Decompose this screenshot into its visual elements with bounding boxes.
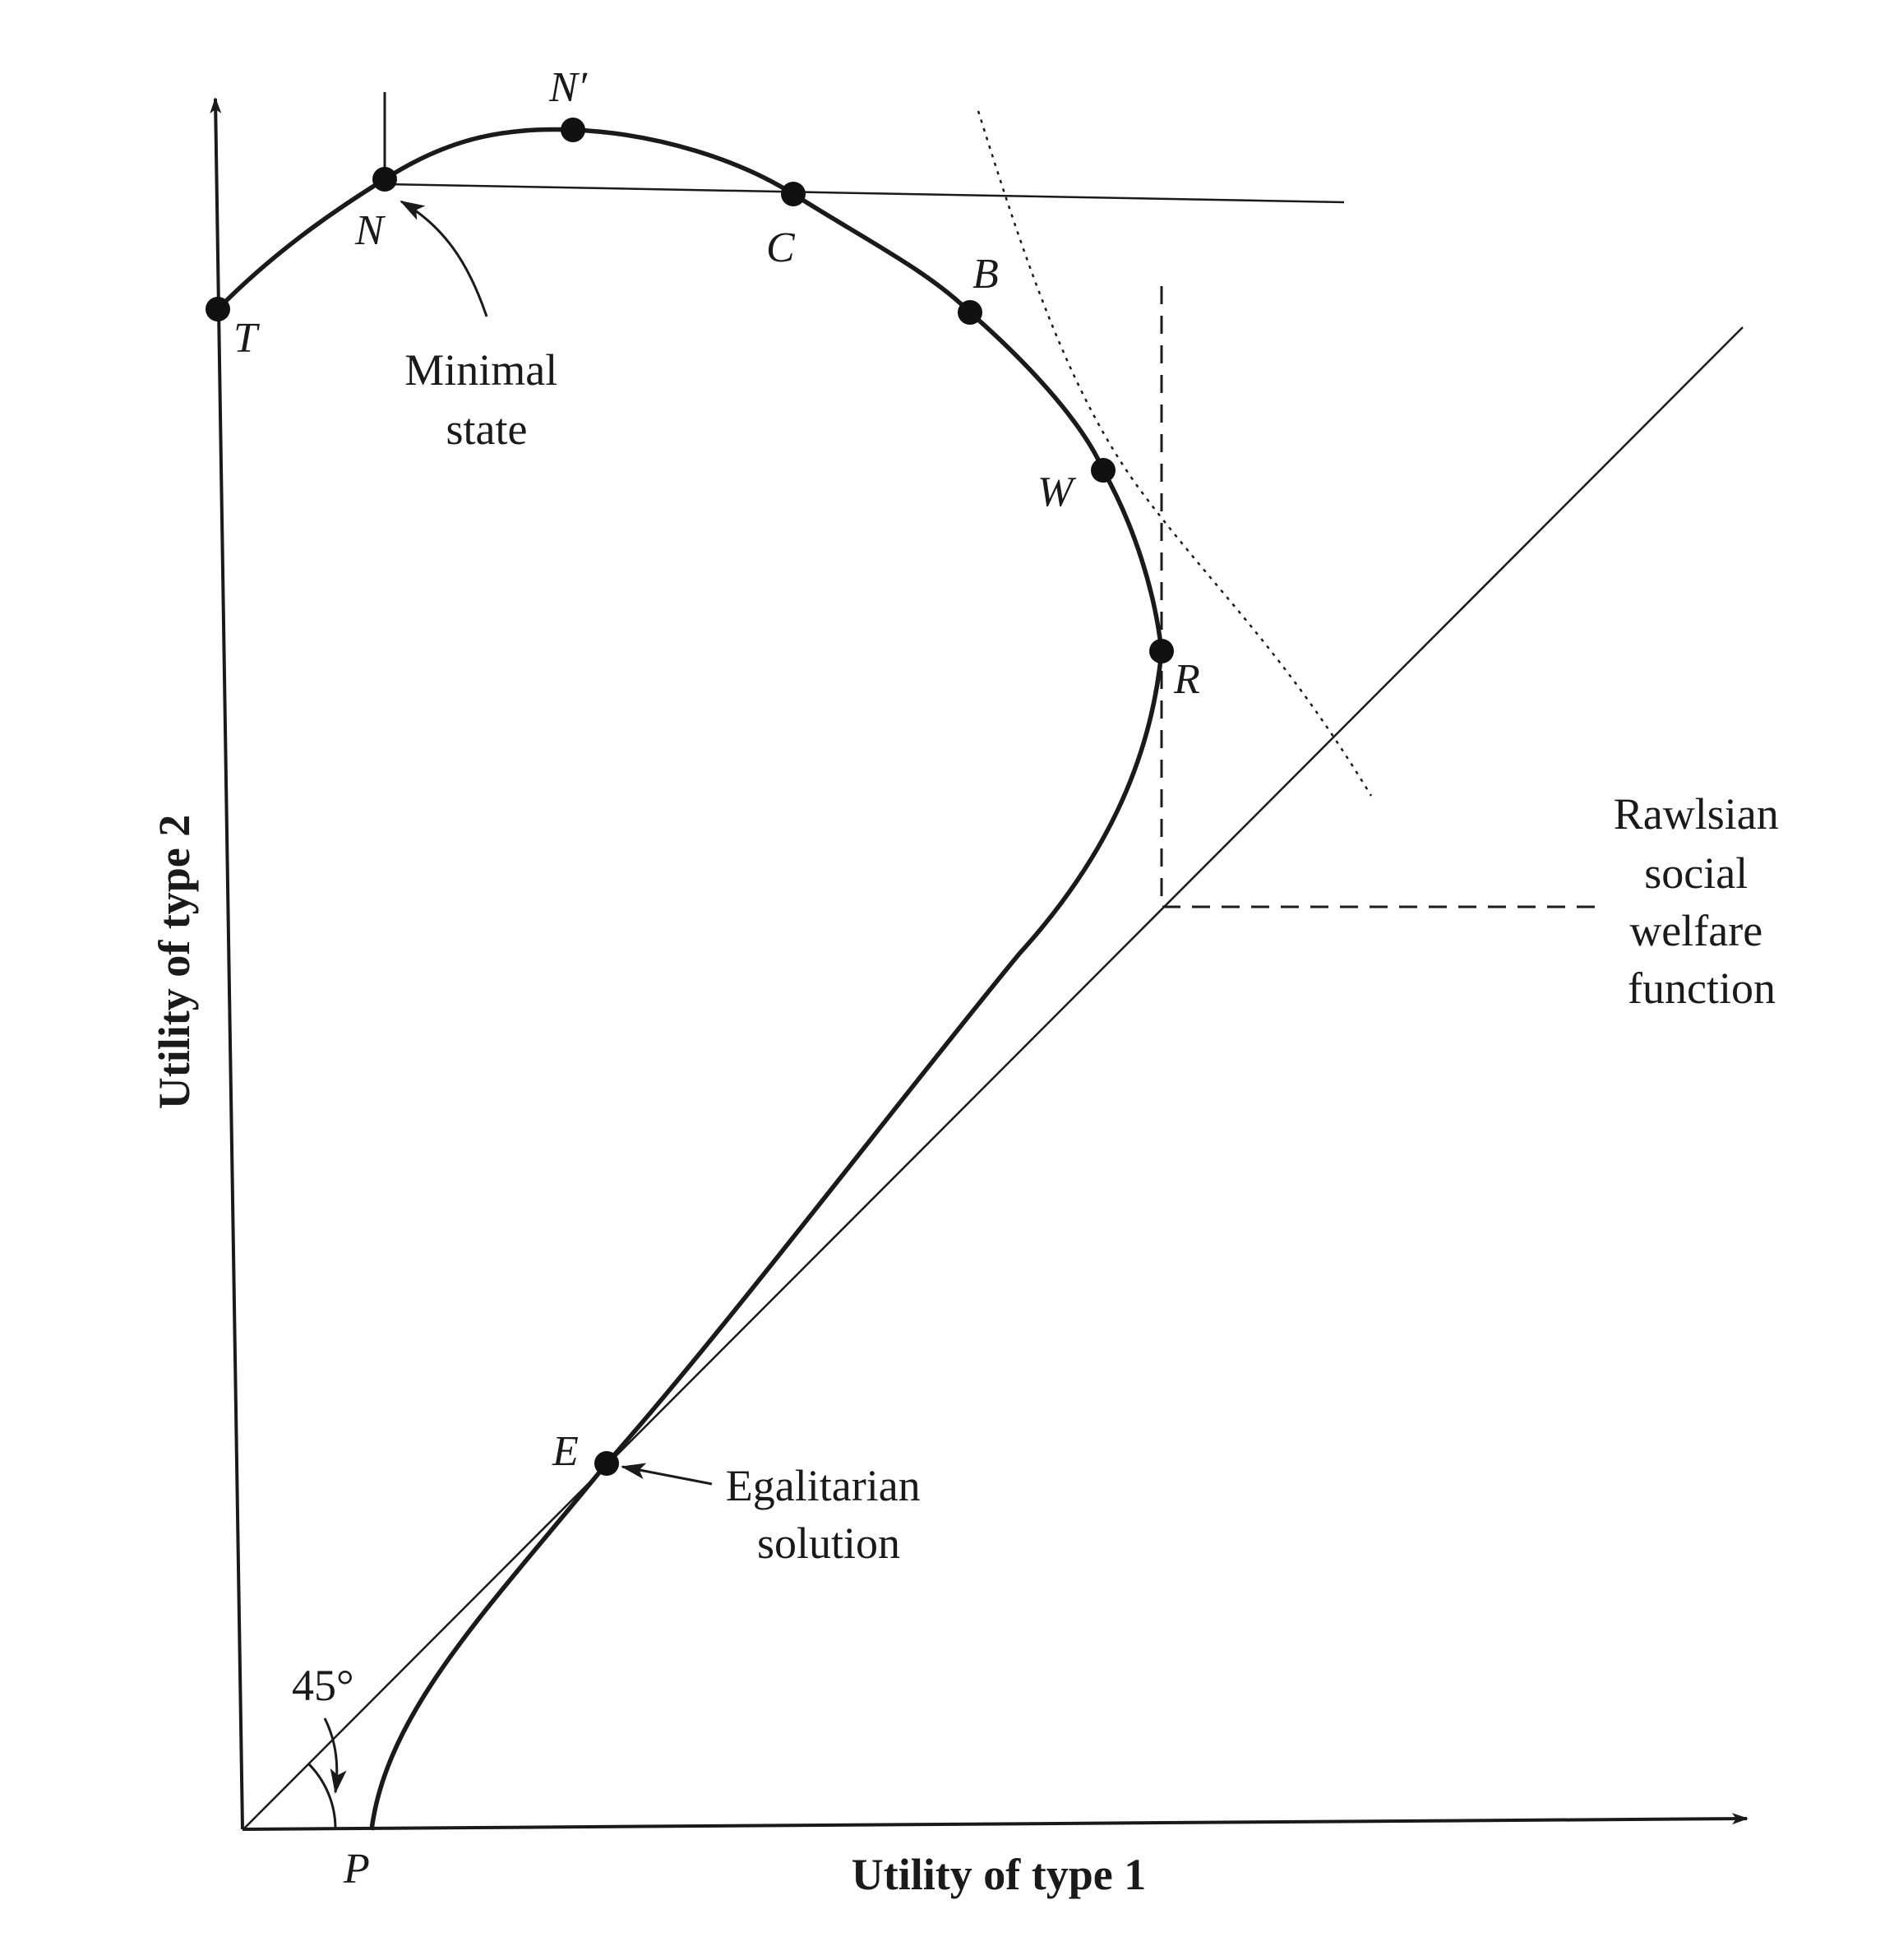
label-w: W xyxy=(1037,469,1077,515)
annotation-minimal-state-line-2: state xyxy=(446,404,528,454)
y-axis xyxy=(210,97,244,1830)
tangent-line-nc xyxy=(384,183,1345,204)
angle-label: 45° xyxy=(292,1661,354,1710)
label-c: C xyxy=(766,224,796,271)
x-axis xyxy=(242,1813,1748,1831)
annotation-rawlsian: Rawlsian social welfare function xyxy=(1614,789,1790,1013)
utility-possibility-frontier xyxy=(216,127,1164,1831)
label-t: T xyxy=(233,315,260,362)
annotation-rawlsian-line-3: welfare xyxy=(1629,906,1762,955)
angle-arc xyxy=(307,1762,337,1829)
label-e: E xyxy=(552,1428,579,1475)
label-p: P xyxy=(343,1846,370,1893)
point-r xyxy=(1149,639,1174,663)
annotation-minimal-state-line-1: Minimal xyxy=(404,345,557,395)
point-n xyxy=(372,167,397,192)
utilitarian-indifference-curve xyxy=(977,110,1373,797)
minimal-state-arrow xyxy=(400,200,488,317)
angle-arrow xyxy=(323,1717,347,1794)
annotation-minimal-state: Minimal state xyxy=(404,345,569,454)
point-n-prime xyxy=(561,118,585,142)
point-w xyxy=(1091,458,1116,483)
point-b xyxy=(958,300,982,325)
annotation-rawlsian-line-2: social xyxy=(1644,848,1748,898)
annotation-egalitarian-solution: Egalitarian solution xyxy=(726,1461,931,1568)
point-e xyxy=(594,1451,619,1476)
rawlsian-welfare-function xyxy=(1160,286,1595,908)
x-axis-title: Utility of type 1 xyxy=(852,1850,1146,1899)
annotation-rawlsian-line-4: function xyxy=(1628,964,1776,1013)
point-c xyxy=(781,182,806,206)
annotation-egalitarian-line-1: Egalitarian xyxy=(726,1461,921,1510)
y-axis-title: Utility of type 2 xyxy=(150,815,199,1109)
point-t xyxy=(206,297,230,321)
label-r: R xyxy=(1173,656,1200,703)
annotation-rawlsian-line-1: Rawlsian xyxy=(1614,789,1779,839)
egalitarian-arrow xyxy=(621,1463,713,1486)
label-n: N xyxy=(354,207,386,254)
label-b: B xyxy=(972,251,999,298)
annotation-egalitarian-line-2: solution xyxy=(757,1519,900,1568)
45-degree-line xyxy=(243,326,1744,1829)
label-n-prime: N′ xyxy=(548,64,589,111)
